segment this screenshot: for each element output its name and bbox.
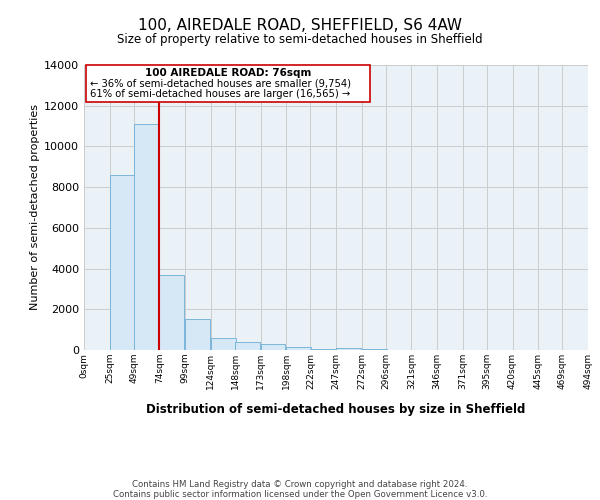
Bar [260,344,286,350]
Bar [310,349,335,350]
Bar [185,320,210,350]
Bar [110,175,134,350]
Text: Size of property relative to semi-detached houses in Sheffield: Size of property relative to semi-detach… [117,32,483,46]
Bar [160,274,184,350]
Bar [336,348,361,350]
Y-axis label: Number of semi-detached properties: Number of semi-detached properties [30,104,40,310]
Text: Distribution of semi-detached houses by size in Sheffield: Distribution of semi-detached houses by … [146,402,526,415]
Text: 61% of semi-detached houses are larger (16,565) →: 61% of semi-detached houses are larger (… [90,90,350,100]
Bar [362,349,386,350]
Text: 100, AIREDALE ROAD, SHEFFIELD, S6 4AW: 100, AIREDALE ROAD, SHEFFIELD, S6 4AW [138,18,462,32]
FancyBboxPatch shape [86,65,370,102]
Text: Contains HM Land Registry data © Crown copyright and database right 2024.
Contai: Contains HM Land Registry data © Crown c… [113,480,487,500]
Bar [134,124,159,350]
Text: ← 36% of semi-detached houses are smaller (9,754): ← 36% of semi-detached houses are smalle… [90,78,351,88]
Text: 100 AIREDALE ROAD: 76sqm: 100 AIREDALE ROAD: 76sqm [145,68,311,78]
Bar [286,347,311,350]
Bar [235,342,260,350]
Bar [211,338,236,350]
